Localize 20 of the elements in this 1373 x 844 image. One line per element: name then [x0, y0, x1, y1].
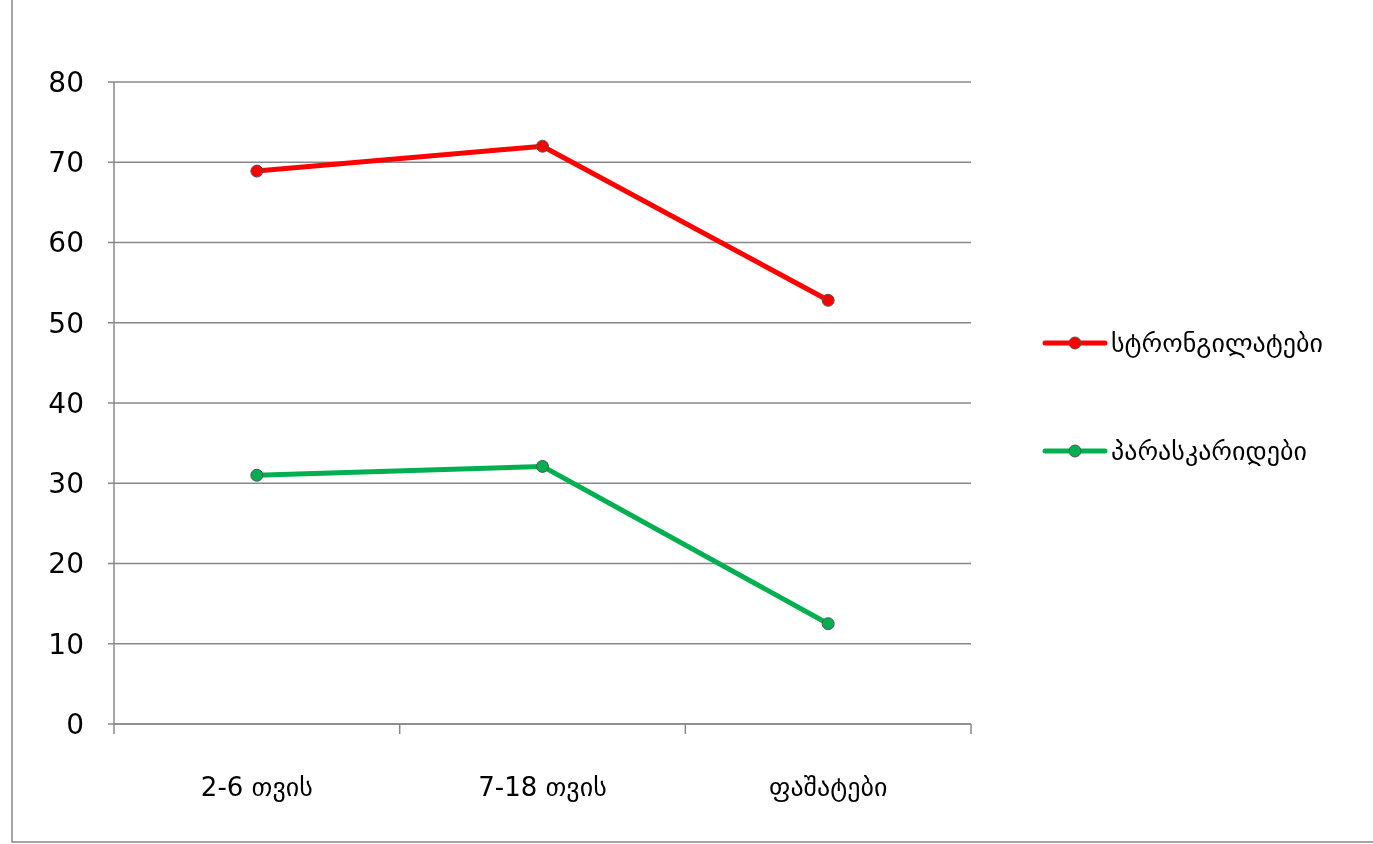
y-tick-label: 40 — [48, 386, 84, 420]
y-tick-label: 80 — [48, 65, 84, 99]
y-tick-label: 10 — [48, 627, 84, 661]
point — [250, 468, 264, 482]
y-tick-label: 60 — [48, 226, 84, 260]
point — [536, 459, 549, 473]
legend-label: სტრონგილატები — [1111, 328, 1323, 359]
point — [821, 293, 835, 307]
point — [250, 164, 264, 178]
legend-label: პარასკარიდები — [1111, 436, 1307, 467]
y-tick-label: 0 — [66, 707, 84, 741]
x-tick-label: 2-6 თვის — [200, 772, 313, 802]
y-tick-label: 20 — [48, 547, 84, 581]
y-tick-label: 30 — [48, 467, 84, 501]
y-tick-label: 50 — [48, 306, 84, 340]
x-tick-label: 7-18 თვის — [478, 772, 607, 802]
point — [536, 139, 549, 153]
x-tick-label: ფაშატები — [768, 772, 888, 802]
y-tick-label: 70 — [48, 146, 84, 180]
point — [821, 617, 835, 631]
